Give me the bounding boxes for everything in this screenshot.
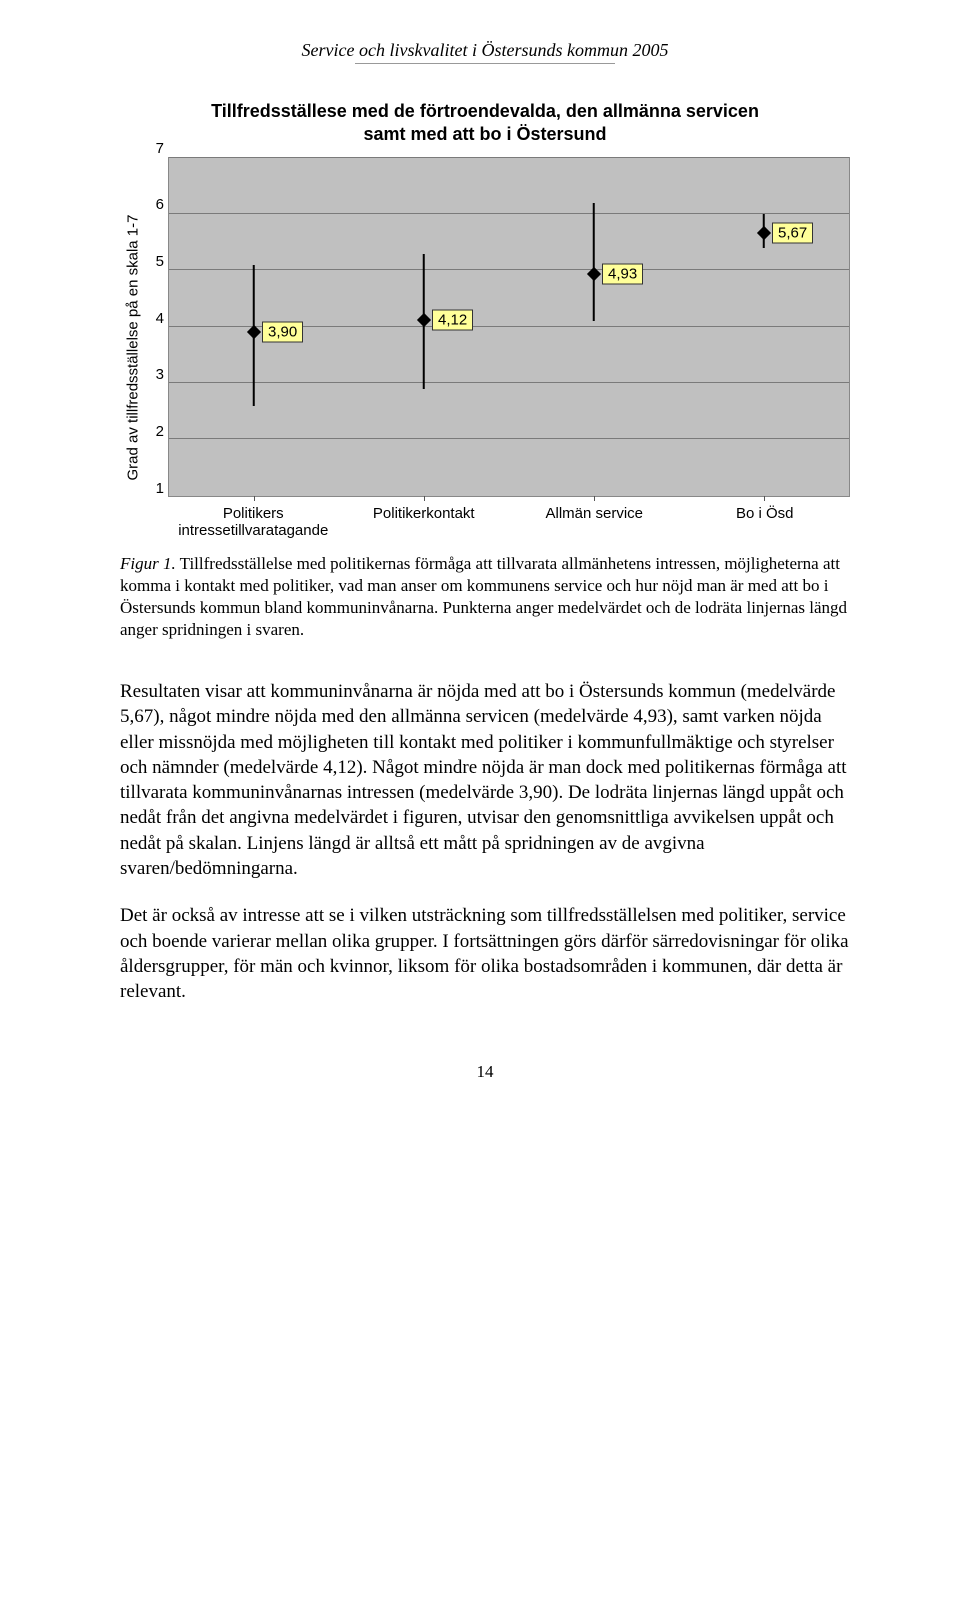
data-column: 4,93 [509,158,679,496]
x-category: Politikerkontakt [339,505,510,539]
document-header: Service och livskvalitet i Östersunds ko… [120,40,850,61]
chart-area: 1234567 3,90 4,12 4,93 5,67 Politikers intr… [146,157,850,539]
paragraph-1: Resultaten visar att kommuninvånarna är … [120,679,850,881]
page-number: 14 [120,1062,850,1082]
plot-area: 3,90 4,12 4,93 5,67 [168,157,850,497]
data-point-label: 4,12 [432,310,473,331]
x-category: Allmän service [509,505,680,539]
x-category: Bo i Ösd [680,505,851,539]
x-category-labels: Politikers intressetillvaratagandePoliti… [168,505,850,539]
data-point-label: 3,90 [262,322,303,343]
error-bar [593,203,595,321]
data-point-marker [417,313,431,327]
header-underline [355,63,615,64]
paragraph-2: Det är också av intresse att se i vilken… [120,903,850,1004]
plot-row: 1234567 3,90 4,12 4,93 5,67 [146,157,850,497]
data-point-marker [587,267,601,281]
chart-title-line2: samt med att bo i Östersund [363,124,606,144]
y-axis-label: Grad av tillfredsställelse på en skala 1… [125,215,142,481]
chart-title: Tillfredsställese med de förtroendevalda… [120,100,850,147]
y-axis-label-container: Grad av tillfredsställelse på en skala 1… [120,157,146,539]
figure-label: Figur 1. [120,554,176,573]
data-point-label: 4,93 [602,264,643,285]
figure-caption-text: Tillfredsställelse med politikernas förm… [120,554,847,639]
chart-container: Grad av tillfredsställelse på en skala 1… [120,157,850,539]
x-tick [254,496,255,501]
data-point-marker [757,226,771,240]
chart-title-line1: Tillfredsställese med de förtroendevalda… [211,101,759,121]
figure-caption: Figur 1. Tillfredsställelse med politike… [120,553,850,641]
x-tick [764,496,765,501]
y-tick-labels: 1234567 [146,157,168,497]
x-category: Politikers intressetillvaratagande [168,505,339,539]
x-tick [594,496,595,501]
data-column: 3,90 [169,158,339,496]
data-point-marker [247,325,261,339]
data-column: 4,12 [339,158,509,496]
data-column: 5,67 [679,158,849,496]
x-tick [424,496,425,501]
data-point-label: 5,67 [772,222,813,243]
